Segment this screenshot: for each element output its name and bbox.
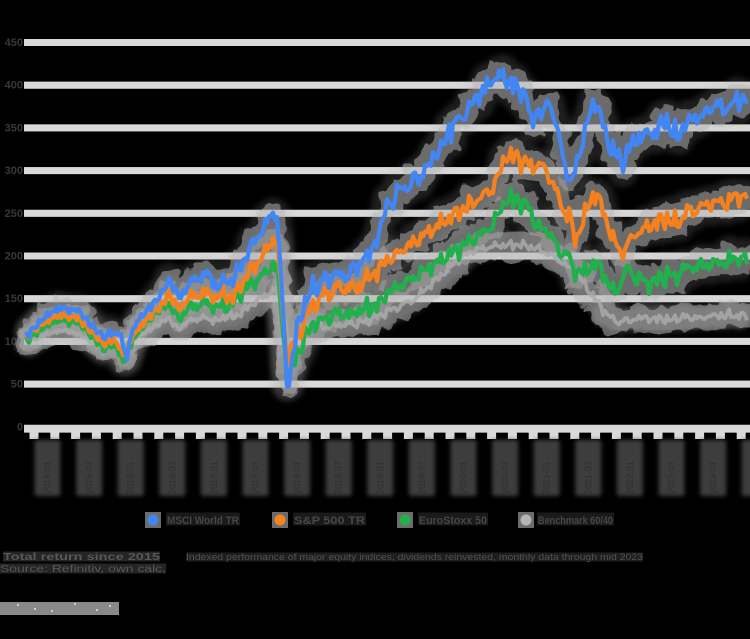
svg-text:2016-07: 2016-07 — [167, 461, 177, 494]
svg-text:2021-01: 2021-01 — [542, 461, 552, 494]
svg-text:350: 350 — [5, 122, 23, 134]
svg-text:2020-01: 2020-01 — [459, 461, 469, 494]
svg-text:2015-01: 2015-01 — [43, 461, 53, 494]
svg-text:2017-07: 2017-07 — [251, 461, 261, 494]
svg-text:2022-01: 2022-01 — [625, 461, 635, 494]
svg-text:2022-07: 2022-07 — [667, 461, 677, 494]
svg-text:2021-07: 2021-07 — [583, 461, 593, 494]
svg-text:300: 300 — [5, 165, 23, 177]
svg-text:2016-01: 2016-01 — [126, 461, 136, 494]
svg-text:2019-01: 2019-01 — [375, 461, 385, 494]
svg-text:450: 450 — [5, 37, 23, 49]
svg-text:200: 200 — [5, 251, 23, 263]
svg-text:MSCI World TR: MSCI World TR — [167, 515, 239, 527]
svg-text:Total return since 2015: Total return since 2015 — [3, 552, 161, 563]
svg-text:Source: Refinitiv, own calc.: Source: Refinitiv, own calc. — [0, 564, 166, 575]
svg-text:0: 0 — [17, 421, 23, 433]
svg-text:Indexed performance of major e: Indexed performance of major equity indi… — [186, 552, 643, 563]
svg-text:150: 150 — [5, 293, 23, 305]
svg-text:250: 250 — [5, 208, 23, 220]
svg-text:Benchmark 60/40: Benchmark 60/40 — [538, 515, 613, 527]
svg-text:S&P 500 TR: S&P 500 TR — [294, 515, 365, 527]
svg-text:400: 400 — [5, 80, 23, 92]
svg-text:EuroStoxx 50: EuroStoxx 50 — [419, 515, 487, 527]
svg-text:2018-07: 2018-07 — [334, 461, 344, 494]
svg-text:2018-01: 2018-01 — [292, 461, 302, 494]
svg-text:2017-01: 2017-01 — [209, 461, 219, 494]
svg-text:50: 50 — [11, 379, 23, 391]
svg-text:2023-01: 2023-01 — [708, 461, 718, 494]
svg-text:2020-07: 2020-07 — [500, 461, 510, 494]
svg-text:2019-07: 2019-07 — [417, 461, 427, 494]
svg-text:2015-07: 2015-07 — [84, 461, 94, 494]
